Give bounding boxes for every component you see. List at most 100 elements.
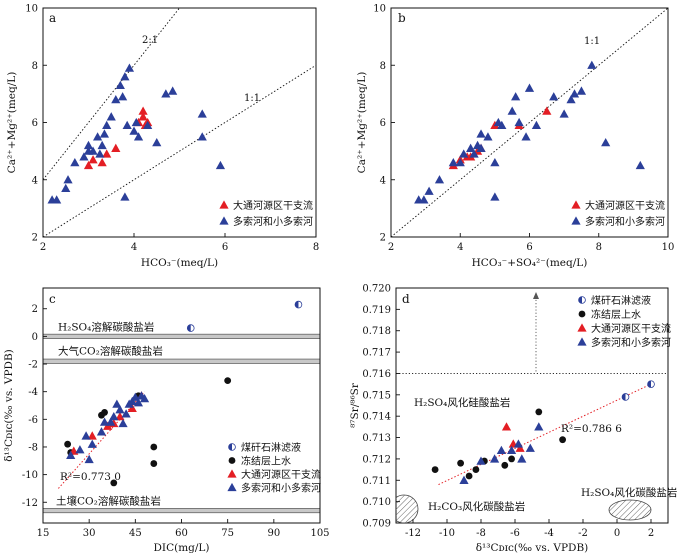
- data-point: [131, 117, 141, 127]
- data-point: [601, 137, 611, 147]
- data-point: [476, 456, 486, 465]
- data-point: [103, 421, 113, 430]
- data-point: [514, 117, 524, 127]
- data-point: [507, 106, 517, 115]
- y-tick-label: -12: [22, 498, 38, 509]
- data-point: [97, 157, 107, 167]
- y-tick-label: -10: [22, 470, 38, 481]
- y-tick-label: 0.719: [362, 305, 391, 316]
- data-point: [559, 436, 566, 444]
- data-point: [448, 157, 458, 167]
- y-tick-label: 0.717: [362, 348, 391, 359]
- data-point: [83, 160, 94, 170]
- data-point: [531, 120, 542, 130]
- data-point: [197, 109, 207, 118]
- legend-marker: [227, 482, 237, 492]
- data-point: [501, 461, 509, 469]
- data-point: [507, 445, 517, 455]
- data-point: [83, 140, 94, 150]
- data-point: [70, 157, 80, 167]
- data-point: [517, 454, 527, 463]
- y-axis-label: ⁸⁷Sr/⁸⁶Sr: [349, 382, 361, 428]
- y-tick-label: 4: [32, 175, 38, 186]
- data-point: [152, 137, 162, 147]
- data-point: [168, 86, 178, 95]
- x-tick-label: -8: [476, 528, 486, 539]
- x-tick-label: 2: [40, 242, 46, 253]
- panel-letter-d: d: [402, 292, 410, 306]
- y-axis-label: δ¹³Cᴅɪᴄ(‰ vs. VPDB): [3, 349, 15, 462]
- data-point: [139, 393, 150, 403]
- data-point: [127, 403, 137, 412]
- legend-label: 大通河源区干支流: [591, 322, 671, 335]
- y-tick-label: 0.713: [362, 433, 391, 444]
- y-axis-label: Ca²⁺+Mg²⁺(meq/L): [6, 72, 18, 174]
- y-tick-label: 10: [373, 4, 386, 15]
- legend-label: 多索河和小多索河: [233, 215, 313, 228]
- data-point: [122, 120, 132, 130]
- y-tick-label: -2: [28, 360, 38, 371]
- data-point: [111, 143, 121, 152]
- data-point: [138, 106, 148, 115]
- legend-marker: [578, 296, 586, 304]
- h2co3-carbonate-region: [396, 494, 419, 523]
- x-tick-label: -2: [578, 528, 588, 539]
- data-point: [102, 120, 112, 130]
- x-axis-label: HCO₃⁻+SO₄²⁻(meq/L): [472, 257, 588, 269]
- series-blue-triangle: [414, 60, 645, 204]
- data-point: [150, 460, 158, 467]
- data-point: [534, 422, 544, 431]
- y-tick-label: 2: [380, 233, 386, 244]
- data-point: [490, 454, 500, 463]
- y-tick-label: 0: [32, 332, 38, 343]
- series-blue-triangle: [459, 422, 544, 484]
- data-point: [111, 95, 121, 104]
- data-point: [75, 445, 85, 454]
- data-point: [101, 409, 108, 416]
- data-point: [120, 72, 130, 81]
- legend-label: 多索河和小多索河: [591, 336, 671, 349]
- y-tick-label: -8: [28, 442, 38, 453]
- halfcircle-fill: [187, 324, 191, 332]
- data-point: [115, 80, 125, 89]
- data-point: [524, 83, 535, 92]
- annotation-h2co3-carbonate: H₂CO₃风化碳酸盐岩: [428, 500, 525, 513]
- data-point: [115, 411, 125, 421]
- data-point: [106, 112, 116, 121]
- legend-label: 多索河和小多索河: [241, 482, 321, 495]
- y-tick-label: 0.716: [362, 369, 391, 380]
- annotation-h2so4-carbonate: H₂SO₄风化碳酸盐岩: [581, 486, 677, 499]
- data-point: [549, 92, 559, 101]
- data-point: [476, 129, 486, 138]
- legend-label: 大通河源区干支流: [241, 468, 321, 481]
- data-point: [127, 396, 137, 406]
- panel-d: H₂SO₄风化硅酸盐岩 H₂CO₃风化碳酸盐岩 H₂SO₄风化碳酸盐岩 R²=0.78…: [349, 284, 677, 555]
- y-tick-label: 10: [25, 4, 38, 15]
- y-tick-label: -6: [28, 415, 38, 426]
- legend-marker: [571, 216, 581, 225]
- data-point: [66, 450, 76, 459]
- data-point: [621, 393, 630, 401]
- data-point: [497, 120, 507, 130]
- x-axis-label: HCO₃⁻(meq/L): [141, 257, 218, 269]
- band-label-h2so4: H₂SO₄溶解碳酸盐岩: [58, 320, 154, 333]
- data-point: [424, 186, 434, 195]
- data-point: [224, 377, 232, 385]
- data-point: [483, 132, 493, 141]
- panel-letter-c: c: [49, 292, 56, 306]
- data-point: [197, 132, 207, 141]
- data-point: [576, 86, 587, 95]
- data-point: [186, 324, 195, 332]
- x-tick-label: 15: [37, 528, 50, 539]
- data-point: [88, 155, 98, 164]
- halfcircle-fill: [622, 393, 626, 401]
- carbonate-band: [42, 333, 321, 339]
- x-tick-label: -6: [510, 528, 520, 539]
- y-tick-label: 0.718: [362, 326, 391, 337]
- y-tick-label: 0.709: [362, 519, 391, 530]
- ref-label-2to1: 2:1: [142, 35, 158, 46]
- x-tick-label: 2: [648, 528, 654, 539]
- x-tick-label: 60: [175, 528, 188, 539]
- panel-letter-b: b: [398, 11, 406, 25]
